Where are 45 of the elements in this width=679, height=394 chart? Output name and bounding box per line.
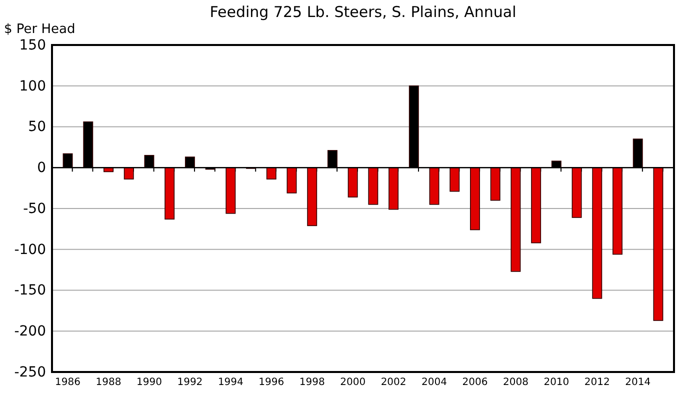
bar bbox=[592, 167, 602, 299]
bar bbox=[307, 167, 318, 226]
bar bbox=[368, 167, 378, 205]
bar bbox=[226, 167, 236, 214]
bar bbox=[348, 167, 358, 198]
x-tick-label: 1988 bbox=[96, 377, 122, 388]
x-tick-label: 2006 bbox=[462, 377, 488, 388]
bar bbox=[531, 167, 542, 244]
y-tick-label: 0 bbox=[37, 160, 46, 176]
y-tick-label: 50 bbox=[28, 119, 46, 136]
x-tick-label: 2008 bbox=[502, 377, 528, 388]
bar bbox=[612, 167, 622, 255]
y-tick-label: -200 bbox=[14, 324, 46, 340]
x-tick-label: 1986 bbox=[55, 377, 81, 388]
y-tick-label: -100 bbox=[14, 242, 46, 258]
bar bbox=[510, 167, 521, 272]
bar bbox=[164, 167, 175, 220]
x-tick-label: 1992 bbox=[177, 377, 203, 388]
x-tick-label: 1990 bbox=[136, 377, 162, 388]
bar bbox=[286, 167, 297, 194]
bar bbox=[429, 167, 440, 205]
x-tick-label: 2012 bbox=[584, 377, 610, 388]
y-axis-title: $ Per Head bbox=[4, 22, 76, 37]
x-tick-label: 1994 bbox=[218, 377, 244, 388]
x-tick-label: 1998 bbox=[299, 377, 325, 388]
y-tick-label: 150 bbox=[19, 37, 46, 54]
bar bbox=[450, 167, 460, 192]
y-tick-label: -150 bbox=[14, 282, 46, 299]
y-tick-label: 100 bbox=[19, 78, 46, 94]
x-tick-label: 2014 bbox=[625, 377, 651, 388]
x-tick-label: 2004 bbox=[422, 377, 447, 388]
chart-title: Feeding 725 Lb. Steers, S. Plains, Annual bbox=[210, 3, 516, 21]
x-tick-label: 2002 bbox=[380, 377, 406, 388]
bar bbox=[490, 167, 500, 201]
bar bbox=[572, 167, 582, 218]
y-tick-label: -250 bbox=[14, 364, 46, 380]
bar bbox=[388, 167, 399, 210]
y-tick-label: -50 bbox=[23, 200, 46, 217]
bar bbox=[653, 167, 664, 321]
bar bbox=[266, 167, 276, 180]
x-tick-label: 2000 bbox=[340, 377, 366, 388]
x-tick-label: 2010 bbox=[544, 377, 570, 388]
x-tick-label: 1996 bbox=[258, 377, 284, 388]
bar bbox=[124, 167, 134, 180]
bar bbox=[470, 167, 480, 230]
